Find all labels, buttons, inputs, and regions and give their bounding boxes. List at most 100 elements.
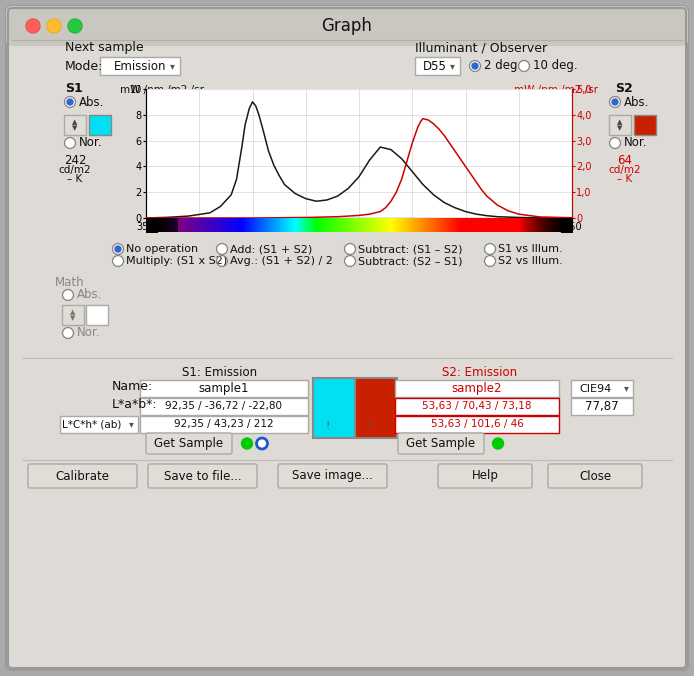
Text: L*a*b*:: L*a*b*:: [112, 398, 158, 412]
Text: ▾: ▾: [624, 383, 629, 393]
Text: ▲: ▲: [617, 119, 623, 125]
Text: Get Sample: Get Sample: [407, 437, 475, 450]
Text: Nor.: Nor.: [79, 137, 103, 149]
Text: cd/m2: cd/m2: [609, 165, 641, 175]
Text: 242: 242: [64, 153, 86, 166]
Text: 53,63 / 70,43 / 73,18: 53,63 / 70,43 / 73,18: [422, 402, 532, 412]
Bar: [571, 398, 633, 415]
Bar: [64, 115, 86, 135]
Circle shape: [242, 438, 253, 449]
Text: S2: Emission: S2: Emission: [443, 366, 518, 379]
Text: Help: Help: [471, 470, 498, 483]
Circle shape: [484, 256, 496, 266]
Text: 53,63 / 101,6 / 46: 53,63 / 101,6 / 46: [430, 420, 523, 429]
Text: Close: Close: [579, 470, 611, 483]
Circle shape: [217, 243, 228, 254]
Circle shape: [609, 137, 620, 149]
Text: ▾: ▾: [128, 420, 133, 429]
Bar: [415, 57, 460, 75]
Bar: [609, 115, 631, 135]
Text: S1 vs Illum.: S1 vs Illum.: [498, 244, 563, 254]
Circle shape: [493, 438, 504, 449]
Text: Graph: Graph: [321, 17, 373, 35]
Text: Name:: Name:: [112, 381, 153, 393]
Bar: [313, 378, 355, 438]
Circle shape: [484, 243, 496, 254]
Text: 2 deg.: 2 deg.: [484, 59, 521, 72]
Bar: [100, 57, 180, 75]
FancyBboxPatch shape: [278, 464, 387, 488]
Circle shape: [65, 137, 76, 149]
Text: Mode:: Mode:: [65, 59, 103, 72]
FancyBboxPatch shape: [28, 464, 137, 488]
Bar: [60, 416, 138, 433]
Circle shape: [609, 97, 620, 107]
Text: Math: Math: [55, 276, 85, 289]
Text: D55: D55: [423, 59, 447, 72]
FancyBboxPatch shape: [6, 6, 688, 46]
Text: Abs.: Abs.: [79, 95, 104, 109]
Text: ▼: ▼: [72, 125, 78, 131]
Text: Emission: Emission: [114, 59, 167, 72]
FancyBboxPatch shape: [398, 433, 484, 454]
Bar: [355, 378, 397, 438]
Bar: [634, 115, 656, 135]
Circle shape: [47, 19, 61, 33]
FancyBboxPatch shape: [146, 433, 232, 454]
Bar: [140, 398, 308, 415]
Circle shape: [612, 99, 618, 105]
Circle shape: [68, 19, 82, 33]
Text: 77,87: 77,87: [585, 400, 619, 413]
Text: sample2: sample2: [452, 382, 502, 395]
Circle shape: [112, 256, 124, 266]
Bar: [395, 416, 559, 433]
Text: ▲: ▲: [70, 309, 76, 315]
Bar: [89, 115, 111, 135]
Text: Subtract: (S2 – S1): Subtract: (S2 – S1): [358, 256, 462, 266]
Text: sample1: sample1: [198, 382, 249, 395]
Circle shape: [518, 60, 530, 72]
Text: Next sample: Next sample: [65, 41, 144, 55]
Bar: [571, 380, 633, 397]
Text: – K: – K: [618, 174, 633, 184]
Text: Multiply: (S1 x S2): Multiply: (S1 x S2): [126, 256, 227, 266]
FancyBboxPatch shape: [438, 464, 532, 488]
Bar: [62, 305, 84, 325]
Text: Add: (S1 + S2): Add: (S1 + S2): [230, 244, 312, 254]
Bar: [12, 26, 682, 40]
Text: Calibrate: Calibrate: [56, 470, 110, 483]
Circle shape: [62, 289, 74, 301]
Text: mW /nm /m2 /sr: mW /nm /m2 /sr: [120, 85, 204, 95]
Bar: [140, 380, 308, 397]
Text: ▼: ▼: [70, 315, 76, 321]
Text: L*C*h* (ab): L*C*h* (ab): [62, 420, 121, 429]
Text: 10 deg.: 10 deg.: [533, 59, 577, 72]
Text: ▲: ▲: [72, 119, 78, 125]
Text: Abs.: Abs.: [77, 289, 103, 301]
Text: S2 vs Illum.: S2 vs Illum.: [498, 256, 563, 266]
Circle shape: [472, 63, 478, 69]
Text: Abs.: Abs.: [624, 95, 650, 109]
Circle shape: [67, 99, 73, 105]
Text: !: !: [368, 421, 372, 431]
Text: S1: S1: [65, 82, 83, 95]
FancyBboxPatch shape: [548, 464, 642, 488]
Circle shape: [26, 19, 40, 33]
Text: !: !: [325, 421, 330, 431]
Text: – K: – K: [67, 174, 83, 184]
Bar: [395, 398, 559, 415]
Text: ▾: ▾: [450, 61, 455, 71]
Circle shape: [65, 97, 76, 107]
Text: S1: Emission: S1: Emission: [183, 366, 257, 379]
Text: Save image...: Save image...: [292, 470, 373, 483]
Text: CIE94: CIE94: [580, 383, 612, 393]
Circle shape: [470, 60, 480, 72]
Text: ▼: ▼: [617, 125, 623, 131]
Text: S2: S2: [615, 82, 633, 95]
Text: Nor.: Nor.: [624, 137, 648, 149]
Text: Avg.: (S1 + S2) / 2: Avg.: (S1 + S2) / 2: [230, 256, 333, 266]
Text: 92,35 / 43,23 / 212: 92,35 / 43,23 / 212: [174, 420, 274, 429]
Text: Nor.: Nor.: [77, 327, 101, 339]
Text: Subtract: (S1 – S2): Subtract: (S1 – S2): [358, 244, 462, 254]
Circle shape: [217, 256, 228, 266]
